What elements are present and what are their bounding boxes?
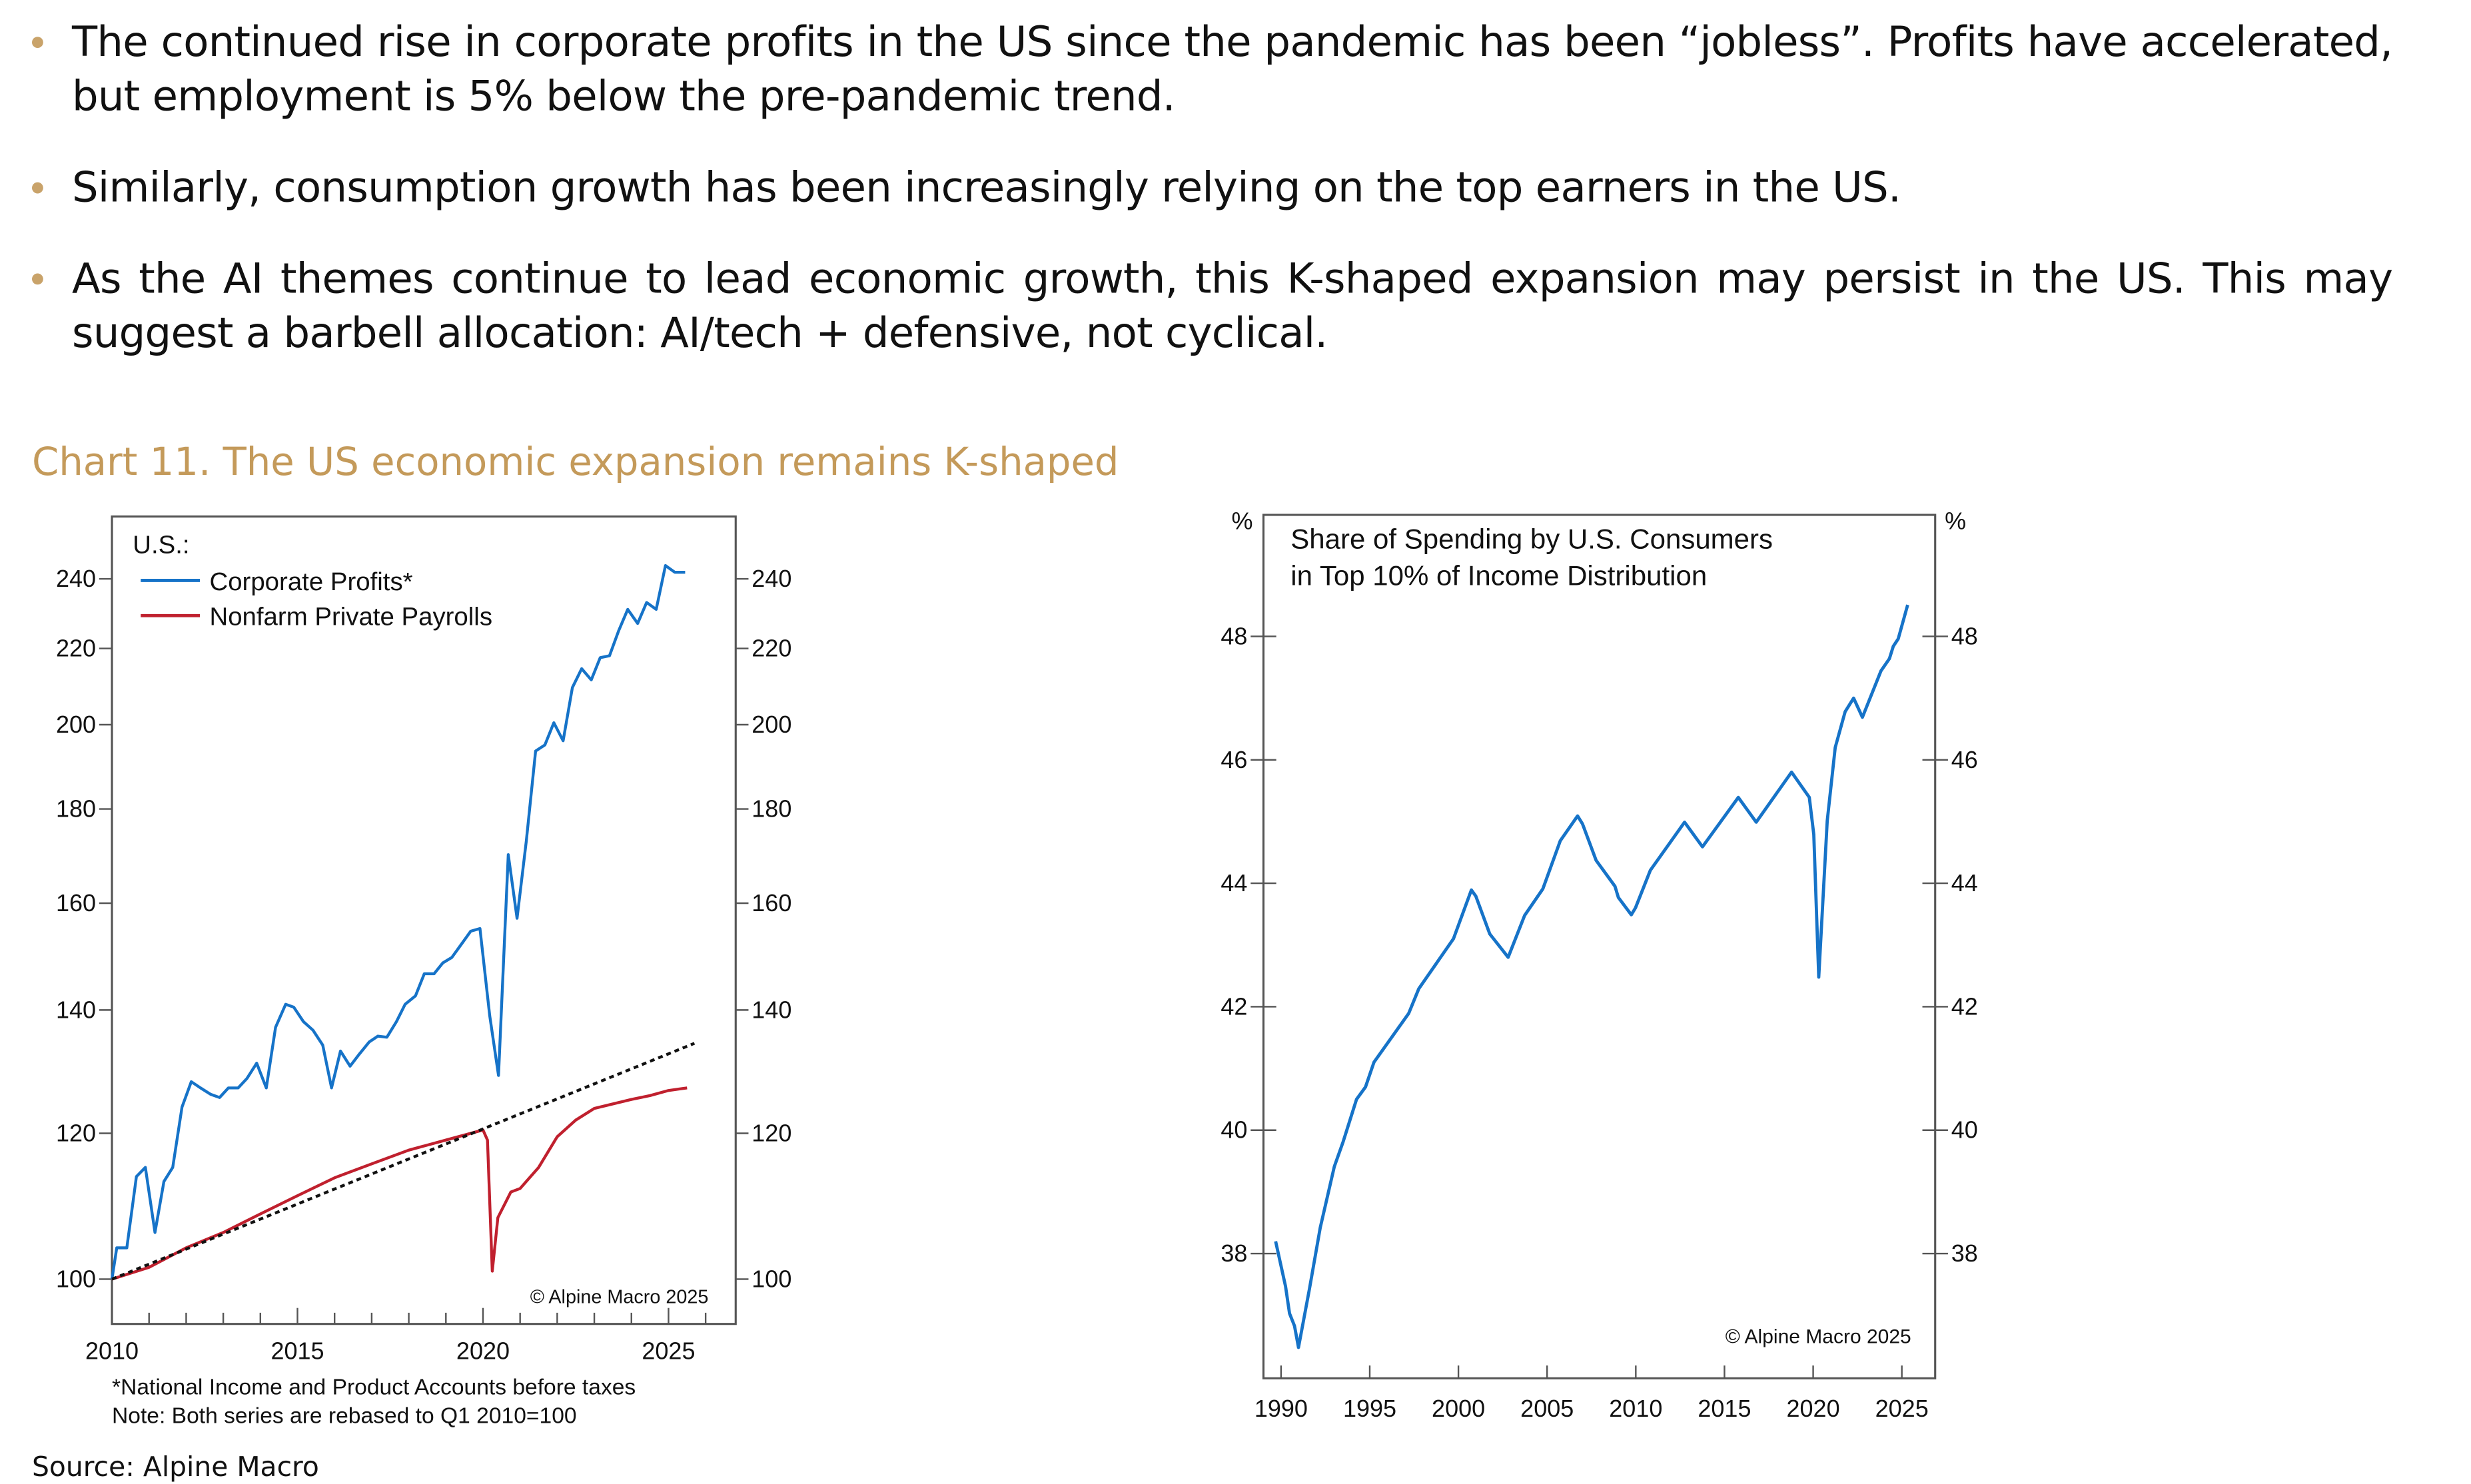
left-chart: U.S.: Corporate Profits* Nonfarm Private… (56, 515, 791, 1429)
y-tick-label-right: 44 (1951, 869, 1978, 897)
y-tick-label-left: 180 (56, 795, 96, 823)
y-tick-label-right: 38 (1951, 1240, 1978, 1267)
left-plot-frame (111, 515, 737, 1325)
legend-label-payrolls: Nonfarm Private Payrolls (209, 603, 492, 631)
chart-title: Chart 11. The US economic expansion rema… (32, 440, 1119, 485)
y-tick-label-right: 220 (751, 635, 791, 662)
right-title-line-1: Share of Spending by U.S. Consumers (1290, 523, 1773, 554)
bullet-dot-icon (32, 273, 43, 285)
x-tick-label: 2010 (1609, 1395, 1662, 1422)
x-tick-label: 2015 (1698, 1395, 1751, 1422)
y-tick-label-right: 120 (751, 1120, 791, 1147)
y-tick-label-right: 48 (1951, 622, 1978, 649)
x-tick-label: 1990 (1254, 1395, 1308, 1422)
y-tick-label-left: 40 (1221, 1116, 1247, 1144)
y-tick-label-right: 180 (751, 795, 791, 823)
bullet-dot-icon (32, 37, 43, 49)
left-unit-label: % (1231, 508, 1252, 535)
y-tick-label-right: 160 (751, 889, 791, 917)
y-tick-label-left: 100 (56, 1265, 96, 1292)
x-tick-label: 2000 (1432, 1395, 1485, 1422)
y-tick-label-left: 140 (56, 996, 96, 1023)
y-tick-label-left: 46 (1221, 746, 1247, 773)
x-tick-label: 2020 (1787, 1395, 1840, 1422)
y-tick-label-right: 140 (751, 996, 791, 1023)
x-tick-label: 2010 (85, 1337, 139, 1365)
y-tick-label-left: 48 (1221, 622, 1247, 649)
footnote-1: *National Income and Product Accounts be… (112, 1375, 636, 1399)
trend-line (111, 1042, 696, 1281)
y-tick-label-left: 42 (1221, 992, 1247, 1020)
x-tick-label: 2025 (1875, 1395, 1929, 1422)
right-unit-label: % (1945, 508, 1966, 535)
legend-title: U.S.: (133, 531, 189, 559)
bullet-text: As the AI themes continue to lead econom… (72, 256, 2393, 358)
bullet-dot-icon (32, 182, 43, 194)
legend-label-profits: Corporate Profits* (209, 567, 412, 596)
bullet-item: Similarly, consumption growth has been i… (32, 161, 2392, 216)
x-tick-label: 2020 (456, 1337, 510, 1365)
y-tick-label-left: 220 (56, 635, 96, 662)
y-tick-label-right: 40 (1951, 1116, 1978, 1144)
x-tick-label: 2015 (270, 1337, 324, 1365)
y-tick-label-left: 240 (56, 565, 96, 592)
x-tick-label: 1995 (1343, 1395, 1396, 1422)
y-tick-label-left: 200 (56, 711, 96, 738)
y-tick-label-right: 46 (1951, 746, 1978, 773)
bullet-item: As the AI themes continue to lead econom… (32, 252, 2393, 361)
bullet-list: The continued rise in corporate profits … (32, 16, 2393, 398)
source-note: Source: Alpine Macro (32, 1451, 319, 1484)
footnote-2: Note: Both series are rebased to Q1 2010… (112, 1404, 577, 1429)
y-tick-label-right: 200 (751, 711, 791, 738)
corporate-profits-line (110, 563, 686, 1280)
y-tick-label-left: 120 (56, 1120, 96, 1147)
x-tick-label: 2005 (1520, 1395, 1574, 1422)
y-tick-label-right: 100 (751, 1265, 791, 1292)
bullet-text: The continued rise in corporate profits … (72, 19, 2393, 122)
top10-spending-share-line (1274, 604, 1909, 1349)
left-copyright: © Alpine Macro 2025 (530, 1286, 709, 1307)
payrolls-line (111, 1086, 688, 1281)
y-tick-label-left: 38 (1221, 1240, 1247, 1267)
y-tick-label-left: 44 (1221, 869, 1247, 897)
y-tick-label-right: 240 (751, 565, 791, 592)
bullet-item: The continued rise in corporate profits … (32, 16, 2393, 125)
right-copyright: © Alpine Macro 2025 (1726, 1326, 1911, 1348)
right-title-line-2: in Top 10% of Income Distribution (1290, 560, 1707, 591)
right-plot-frame (1262, 514, 1937, 1379)
y-tick-label-right: 42 (1951, 992, 1978, 1020)
right-chart-title: Share of Spending by U.S. Consumers in To… (1290, 523, 1773, 591)
x-tick-label: 2025 (642, 1337, 695, 1365)
right-chart: % % Share of Spending by U.S. Consumers i… (1221, 508, 1977, 1422)
bullet-text: Similarly, consumption growth has been i… (72, 165, 1901, 213)
y-tick-label-left: 160 (56, 889, 96, 917)
